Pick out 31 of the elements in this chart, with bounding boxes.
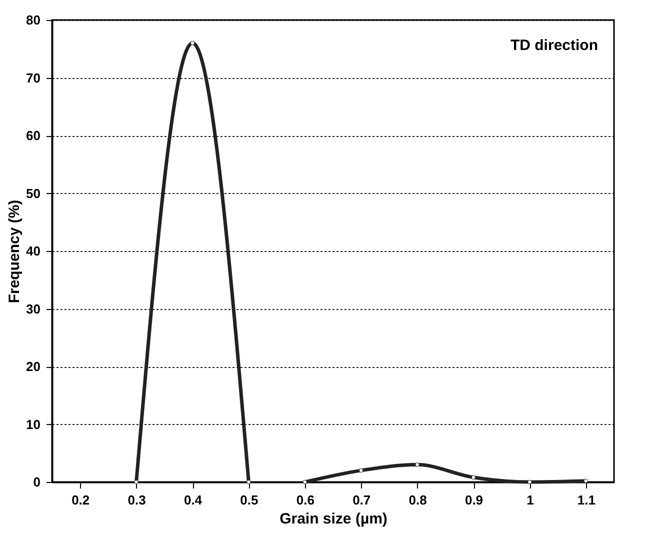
point	[528, 480, 532, 484]
y-tick-label: 40	[26, 244, 40, 258]
x-tick-label: 0.6	[296, 492, 314, 508]
x-tick-label: 0.4	[184, 492, 203, 508]
y-tick-label: 50	[26, 186, 40, 201]
y-tick-label: 80	[26, 12, 40, 28]
point	[190, 40, 195, 46]
y-tick-label: 10	[26, 416, 40, 432]
point	[471, 475, 476, 480]
point	[246, 480, 251, 484]
y-axis-title: Frequency (%)	[6, 200, 24, 304]
point	[415, 462, 420, 467]
x-tick-label: 0.5	[240, 492, 258, 508]
x-tick-label: 0.8	[408, 492, 427, 508]
x-tick-label: 0.3	[128, 492, 146, 508]
y-tick-label: 60	[26, 128, 40, 143]
x-axis-title: Grain size (µm)	[280, 510, 388, 528]
point	[134, 480, 138, 484]
y-tick-label: 20	[26, 359, 40, 374]
x-tick-label: 1	[526, 492, 534, 508]
y-tick-label: 70	[26, 70, 40, 86]
x-tick-label: 1.1	[577, 492, 596, 508]
point	[584, 478, 588, 483]
y-tick-label: 0	[33, 474, 40, 490]
x-tick-label: 0.2	[72, 492, 90, 508]
annotation: TD direction	[510, 37, 598, 54]
point	[302, 480, 308, 484]
x-tick-label: 0.9	[464, 492, 484, 508]
point	[358, 468, 364, 473]
y-tick-label: 30	[26, 301, 40, 316]
x-tick-label: 0.7	[352, 492, 371, 508]
